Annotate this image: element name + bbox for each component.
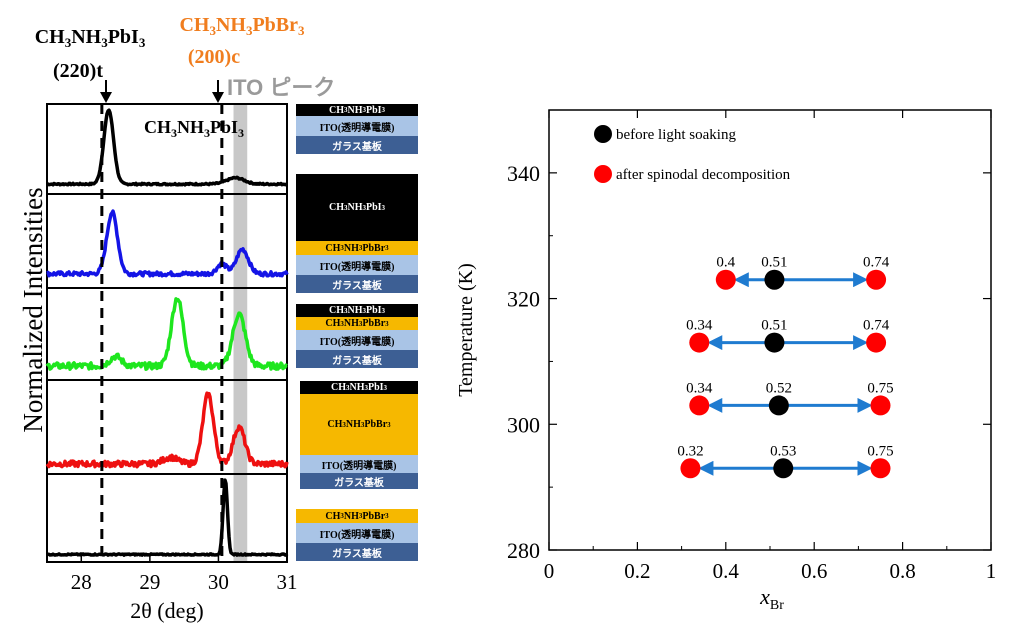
stack-layer: ITO(透明導電膜)	[296, 116, 418, 136]
mapbbr-peak-label: (200)c	[188, 46, 240, 68]
stack-layer: ITO(透明導電膜)	[296, 523, 418, 543]
layer-stack-4: CH 3 NH 3 PbI 3 CH 3 NH 3 PbBr 3 ITO(透明導電膜) ガラス基板	[300, 381, 418, 489]
point-value-label: 0.75	[867, 443, 893, 459]
stack-layer: ガラス基板	[296, 543, 418, 561]
stack-layer: CH 3 NH 3 PbBr 3	[300, 394, 418, 455]
xrd-x-label: 2θ (deg)	[130, 598, 203, 623]
pd-xtick-label: 0.6	[801, 559, 827, 583]
point-value-label: 0.75	[867, 380, 893, 396]
legend-label: before light soaking	[616, 127, 736, 143]
xrd-xtick-label: 31	[277, 570, 298, 594]
after-point-high	[870, 458, 891, 479]
stack-layer: CH 3 NH 3 PbBr 3	[296, 317, 418, 330]
xrd-xtick-label: 28	[71, 570, 92, 594]
pd-xtick-label: 0	[544, 559, 555, 583]
legend-marker	[594, 125, 612, 143]
pd-xtick-label: 0.4	[713, 559, 740, 583]
stack-layer: ガラス基板	[296, 275, 418, 293]
after-point-low	[689, 332, 710, 353]
legend-label: after spinodal decomposition	[616, 167, 791, 183]
pd-x-label: xBr	[759, 584, 784, 613]
stack-layer: ITO(透明導電膜)	[296, 330, 418, 350]
stack-layer: CH 3 NH 3 PbI 3	[296, 104, 418, 116]
point-value-label: 0.74	[863, 255, 890, 271]
pd-xtick-label: 0.8	[889, 559, 915, 583]
point-value-label: 0.51	[761, 255, 787, 271]
before-point	[773, 458, 794, 479]
point-value-label: 0.34	[686, 318, 713, 334]
pd-ytick-label: 320	[507, 287, 540, 312]
point-value-label: 0.74	[863, 318, 890, 334]
ito-band	[233, 104, 248, 562]
mapbbr-arrow	[212, 80, 224, 103]
xrd-panel-frame-5	[46, 473, 288, 563]
mapbbr-label: CH3NH3PbBr3	[179, 14, 305, 38]
point-value-label: 0.34	[686, 380, 713, 396]
pd-ytick-label: 340	[507, 161, 540, 186]
stack-layer: ITO(透明導電膜)	[300, 455, 418, 473]
point-value-label: 0.52	[766, 380, 792, 396]
pd-xtick-label: 1	[986, 559, 997, 583]
stack-layer: CH 3 NH 3 PbI 3	[296, 304, 418, 317]
xrd-xtick-label: 30	[208, 570, 229, 594]
panel1-compound-label: CH3NH3PbI3	[144, 117, 244, 140]
stack-layer: ガラス基板	[300, 473, 418, 489]
pd-xtick-label: 0.2	[624, 559, 650, 583]
after-point-low	[689, 395, 710, 416]
xrd-trace-1	[46, 108, 288, 187]
point-value-label: 0.32	[677, 443, 703, 459]
after-point-high	[870, 395, 891, 416]
stack-layer: CH 3 NH 3 PbBr 3	[296, 509, 418, 523]
xrd-panel: CH3NH3PbI3 (220)t CH3NH3PbBr3 (200)c ITO…	[18, 14, 335, 623]
stack-layer: CH 3 NH 3 PbI 3	[296, 174, 418, 241]
stack-layer: ガラス基板	[296, 136, 418, 154]
xrd-trace-5	[46, 478, 289, 557]
layer-stack-5: CH 3 NH 3 PbBr 3 ITO(透明導電膜) ガラス基板	[296, 509, 418, 561]
after-point-low	[715, 269, 736, 290]
xrd-xtick-label: 29	[139, 570, 160, 594]
before-point	[764, 269, 785, 290]
pd-y-label: Temperature (K)	[455, 263, 477, 397]
xrd-y-label: Normalized Intensities	[18, 187, 48, 432]
stack-layer: ガラス基板	[296, 350, 418, 368]
before-point	[764, 332, 785, 353]
before-point	[768, 395, 789, 416]
xrd-trace-2	[46, 209, 289, 278]
mapi-label: CH3NH3PbI3	[35, 26, 146, 50]
point-value-label: 0.51	[761, 318, 787, 334]
mapi-peak-label: (220)t	[53, 60, 103, 82]
after-point-low	[680, 458, 701, 479]
legend-marker	[594, 165, 612, 183]
after-point-high	[866, 332, 887, 353]
layer-stack-3: CH 3 NH 3 PbI 3 CH 3 NH 3 PbBr 3 ITO(透明導電膜) ガラス基板	[296, 304, 418, 368]
xrd-trace-3	[45, 297, 288, 371]
phase-diagram-panel: 0 0.2 0.4 0.6 0.8 1 280 300 320 340 0.4 0.51 0.74 0.…	[455, 109, 997, 613]
stack-layer: ITO(透明導電膜)	[296, 255, 418, 275]
layer-stack-1: CH 3 NH 3 PbI 3 ITO(透明導電膜) ガラス基板	[296, 104, 418, 154]
pd-ytick-label: 280	[507, 538, 540, 563]
point-value-label: 0.4	[716, 255, 735, 271]
after-point-high	[866, 269, 887, 290]
mapi-arrow	[100, 80, 112, 103]
layer-stack-2: CH 3 NH 3 PbI 3 CH 3 NH 3 PbBr 3 ITO(透明導電膜) ガラス基板	[296, 174, 418, 293]
xrd-trace-4	[45, 391, 289, 469]
stack-layer: CH 3 NH 3 PbBr 3	[296, 241, 418, 255]
point-value-label: 0.53	[770, 443, 796, 459]
pd-ytick-label: 300	[507, 412, 540, 437]
stack-layer: CH 3 NH 3 PbI 3	[300, 381, 418, 394]
ito-peak-label: ITO ピーク	[227, 75, 335, 100]
